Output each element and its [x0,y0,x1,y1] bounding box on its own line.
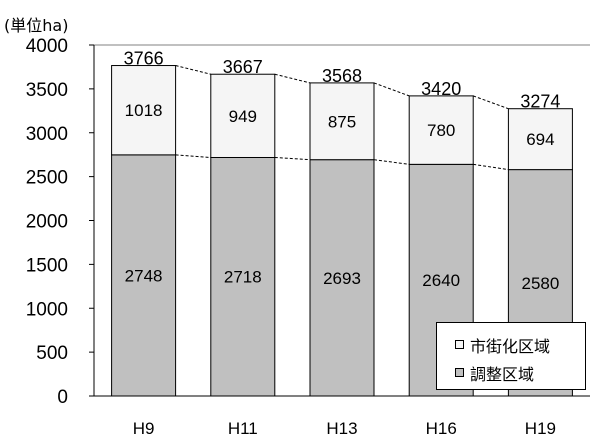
y-tick-label: 2000 [26,212,68,233]
connector-line-boundary [274,156,311,161]
bar-segment-urbanization [309,82,375,161]
legend: 市街化区域 調整区域 [436,322,586,390]
data-label-urbanization: 1018 [125,101,163,120]
x-tick-label: H16 [426,419,457,438]
y-tick-label: 3500 [26,80,68,101]
connector-line-total [373,82,410,97]
legend-swatch-adjustment [455,368,464,377]
data-label-urbanization: 875 [328,112,356,131]
x-tick-label: H11 [228,419,258,438]
legend-label-urbanization: 市街化区域 [470,337,551,356]
y-tick-label: 3000 [26,124,68,145]
connector-line-boundary [373,159,410,165]
bar-segment-adjustment [111,154,177,397]
bar-segment-urbanization [507,108,573,171]
data-label-urbanization: 694 [526,130,554,149]
x-tick-label: H19 [525,419,556,438]
bar-segment-urbanization [210,73,276,158]
data-label-total: 3274 [520,92,560,112]
data-label-adjustment: 2718 [224,268,262,287]
x-tick-label: H9 [133,419,155,438]
data-label-urbanization: 780 [427,121,455,140]
y-tick-label: 1500 [26,255,68,276]
connector-line-total [274,73,311,84]
y-tick-label: 4000 [26,36,68,57]
bar-segment-urbanization [408,95,474,165]
connector-line-boundary [473,163,509,171]
x-tick-label: H13 [326,419,357,438]
data-label-adjustment: 2580 [521,274,559,293]
data-label-total: 3667 [223,57,263,77]
legend-label-adjustment: 調整区域 [470,365,535,384]
y-tick-label: 1000 [26,299,68,320]
data-label-adjustment: 2748 [125,266,163,285]
data-label-urbanization: 949 [229,107,257,126]
unit-label: (単位ha) [4,16,69,35]
data-label-adjustment: 2693 [323,269,361,288]
data-label-total: 3420 [421,79,461,99]
legend-swatch-urbanization [455,340,464,349]
connector-line-total [175,65,211,75]
connector-line-total [473,95,509,110]
y-tick-label: 0 [57,387,68,408]
data-label-adjustment: 2640 [422,271,460,290]
connector-line-boundary [175,154,211,158]
bar-segment-urbanization [111,65,177,156]
y-tick-label: 500 [36,343,68,364]
legend-item-adjustment: 調整区域 [455,361,534,385]
y-tick-label: 2500 [26,168,68,189]
data-label-total: 3766 [124,49,164,69]
data-label-total: 3568 [322,66,362,86]
legend-item-urbanization: 市街化区域 [455,333,550,357]
